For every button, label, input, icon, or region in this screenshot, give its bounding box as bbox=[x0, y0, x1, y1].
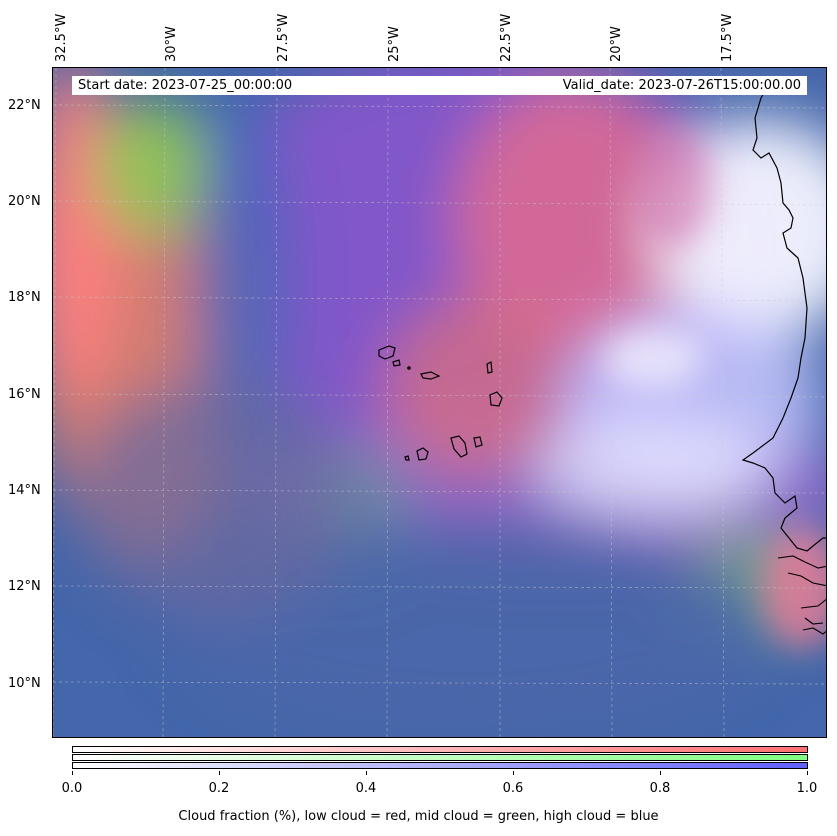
lat-label-20n: 20°N bbox=[8, 194, 41, 209]
colorbar-tick-0.8: 0.8 bbox=[649, 781, 671, 796]
colorbar-tick-0: 0.0 bbox=[61, 781, 83, 796]
africa-coastline bbox=[741, 77, 826, 552]
colorbar-low-cloud bbox=[72, 746, 808, 753]
lon-label-30w: 30°W bbox=[164, 26, 179, 62]
cb-tickmark bbox=[513, 771, 514, 775]
colorbar-mid-cloud bbox=[72, 754, 808, 761]
valid-date: Valid_date: 2023-07-26T15:00:00.00 bbox=[562, 78, 801, 93]
cb-tickmark bbox=[219, 771, 220, 775]
lat-label-14n: 14°N bbox=[8, 483, 41, 498]
cloud-map-canvas bbox=[53, 68, 826, 737]
lat-label-18n: 18°N bbox=[8, 290, 41, 305]
date-info-bar: Start date: 2023-07-25_00:00:00 Valid_da… bbox=[72, 76, 807, 95]
lat-label-12n: 12°N bbox=[8, 579, 41, 594]
lat-label-16n: 16°N bbox=[8, 387, 41, 402]
lon-label-22.5w: 22.5°W bbox=[499, 13, 514, 62]
colorbar-tick-0.2: 0.2 bbox=[208, 781, 230, 796]
lon-label-27.5w: 27.5°W bbox=[276, 13, 291, 62]
colorbar-tick-0.4: 0.4 bbox=[355, 781, 377, 796]
lon-label-25w: 25°W bbox=[387, 26, 402, 62]
colorbar-label: Cloud fraction (%), low cloud = red, mid… bbox=[178, 809, 659, 824]
cb-tickmark bbox=[72, 771, 73, 775]
lat-label-22n: 22°N bbox=[8, 98, 41, 113]
colorbar bbox=[72, 746, 808, 771]
lon-label-17.5w: 17.5°W bbox=[720, 13, 735, 62]
colorbar-high-cloud bbox=[72, 762, 808, 769]
lat-label-10n: 10°N bbox=[8, 676, 41, 691]
cb-tickmark bbox=[660, 771, 661, 775]
cape-verde-islands bbox=[378, 345, 503, 461]
cb-tickmark bbox=[807, 771, 808, 775]
start-date: Start date: 2023-07-25_00:00:00 bbox=[78, 78, 293, 93]
cb-tickmark bbox=[366, 771, 367, 775]
colorbar-tick-0.6: 0.6 bbox=[502, 781, 524, 796]
africa-coastline-south bbox=[777, 555, 826, 635]
colorbar-tick-1.0: 1.0 bbox=[796, 781, 818, 796]
lon-label-32.5w: 32.5°W bbox=[54, 13, 69, 62]
gridlines bbox=[53, 68, 826, 737]
lon-label-20w: 20°W bbox=[609, 26, 624, 62]
cloud-map bbox=[52, 67, 827, 738]
